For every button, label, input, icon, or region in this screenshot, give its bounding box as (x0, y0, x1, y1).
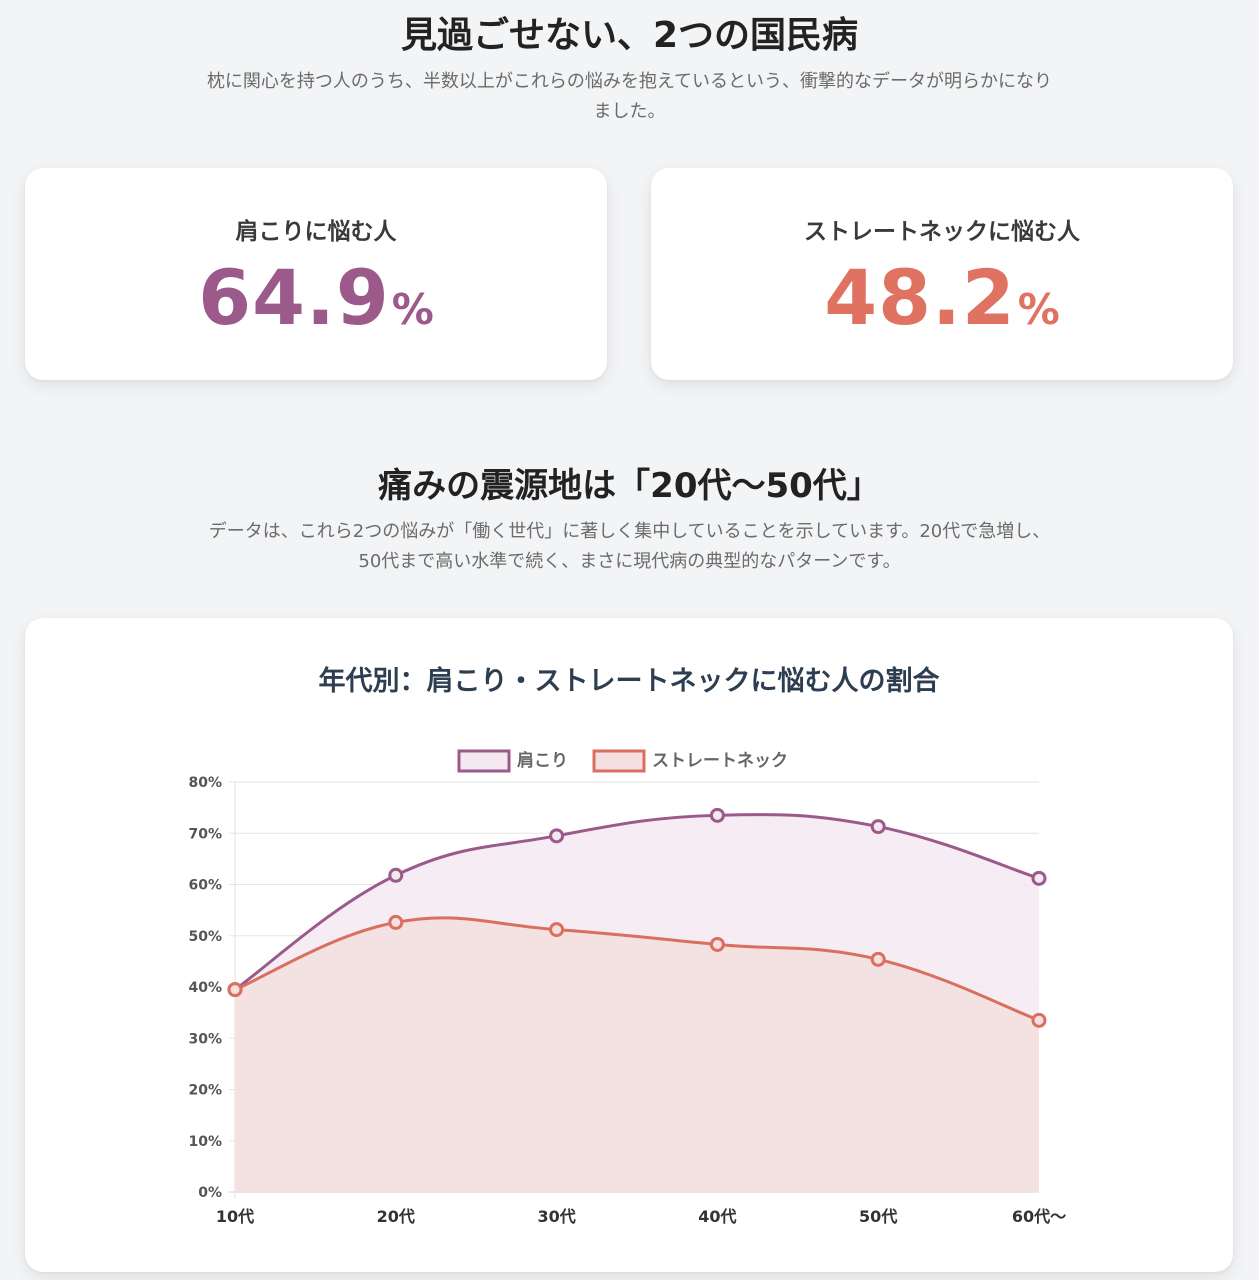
x-tick-label: 40代 (698, 1207, 736, 1226)
data-point (870, 819, 886, 835)
section2-description: データは、これら2つの悩みが「働く世代」に著しく集中していることを示しています。… (208, 521, 1051, 572)
y-tick-label: 50% (188, 929, 222, 945)
y-tick-label: 30% (188, 1031, 222, 1047)
series-area-1 (235, 917, 1039, 1192)
data-point (870, 951, 886, 967)
section1-title: 見過ごせない、2つの国民病 (400, 15, 859, 56)
legend-label-1: ストレートネック (652, 751, 788, 771)
legend-swatch-0 (457, 749, 511, 773)
x-tick-label: 10代 (216, 1207, 254, 1226)
legend-label-0: 肩こり (517, 750, 568, 771)
series-line-0 (234, 813, 1040, 991)
chart-card: 年代別：肩こり・ストレートネックに悩む人の割合肩こり ストレートネック 0% 10% 2… (25, 618, 1233, 1272)
y-tick-label: 70% (188, 826, 222, 842)
stat-number-shoulder: 64.9 (198, 253, 390, 342)
legend-swatch-1 (592, 749, 646, 773)
x-tick-label: 20代 (377, 1207, 415, 1226)
y-tick-label: 0% (198, 1185, 222, 1201)
data-point (709, 936, 725, 952)
stat-unit-straightneck: % (1017, 285, 1060, 334)
x-tick-label: 60代〜 (1012, 1207, 1066, 1226)
y-tick-label: 60% (188, 878, 222, 894)
stat-value-shoulder: 64.9% (25, 260, 607, 336)
data-point (227, 982, 243, 998)
stat-unit-shoulder: % (391, 285, 434, 334)
stat-card-straightneck: ストレートネックに悩む人 48.2% (651, 168, 1233, 380)
chart-title: 年代別：肩こり・ストレートネックに悩む人の割合 (319, 665, 940, 697)
x-tick-label: 50代 (859, 1207, 897, 1226)
data-point (1031, 870, 1047, 886)
stat-card-shoulder: 肩こりに悩む人 64.9% (25, 168, 607, 380)
series-line-1 (234, 916, 1040, 1022)
data-point (549, 922, 565, 938)
data-point (709, 807, 725, 823)
data-point (549, 828, 565, 844)
section1-description: 枕に関心を持つ人のうち、半数以上がこれらの悩みを抱えているという、衝撃的なデータ… (206, 71, 1053, 122)
stat-label-shoulder: 肩こりに悩む人 (235, 219, 397, 245)
y-tick-label: 10% (188, 1134, 222, 1150)
stat-value-straightneck: 48.2% (651, 260, 1233, 336)
data-point (388, 914, 404, 930)
y-tick-label: 40% (188, 980, 222, 996)
data-point (388, 867, 404, 883)
stat-number-straightneck: 48.2 (824, 253, 1016, 342)
x-tick-label: 30代 (537, 1207, 575, 1226)
data-point (1031, 1012, 1047, 1028)
y-tick-label: 20% (188, 1083, 222, 1099)
stat-label-straightneck: ストレートネックに悩む人 (804, 219, 1080, 245)
section2-title: 痛みの震源地は「20代〜50代」 (378, 466, 881, 506)
y-tick-label: 80% (188, 775, 222, 791)
